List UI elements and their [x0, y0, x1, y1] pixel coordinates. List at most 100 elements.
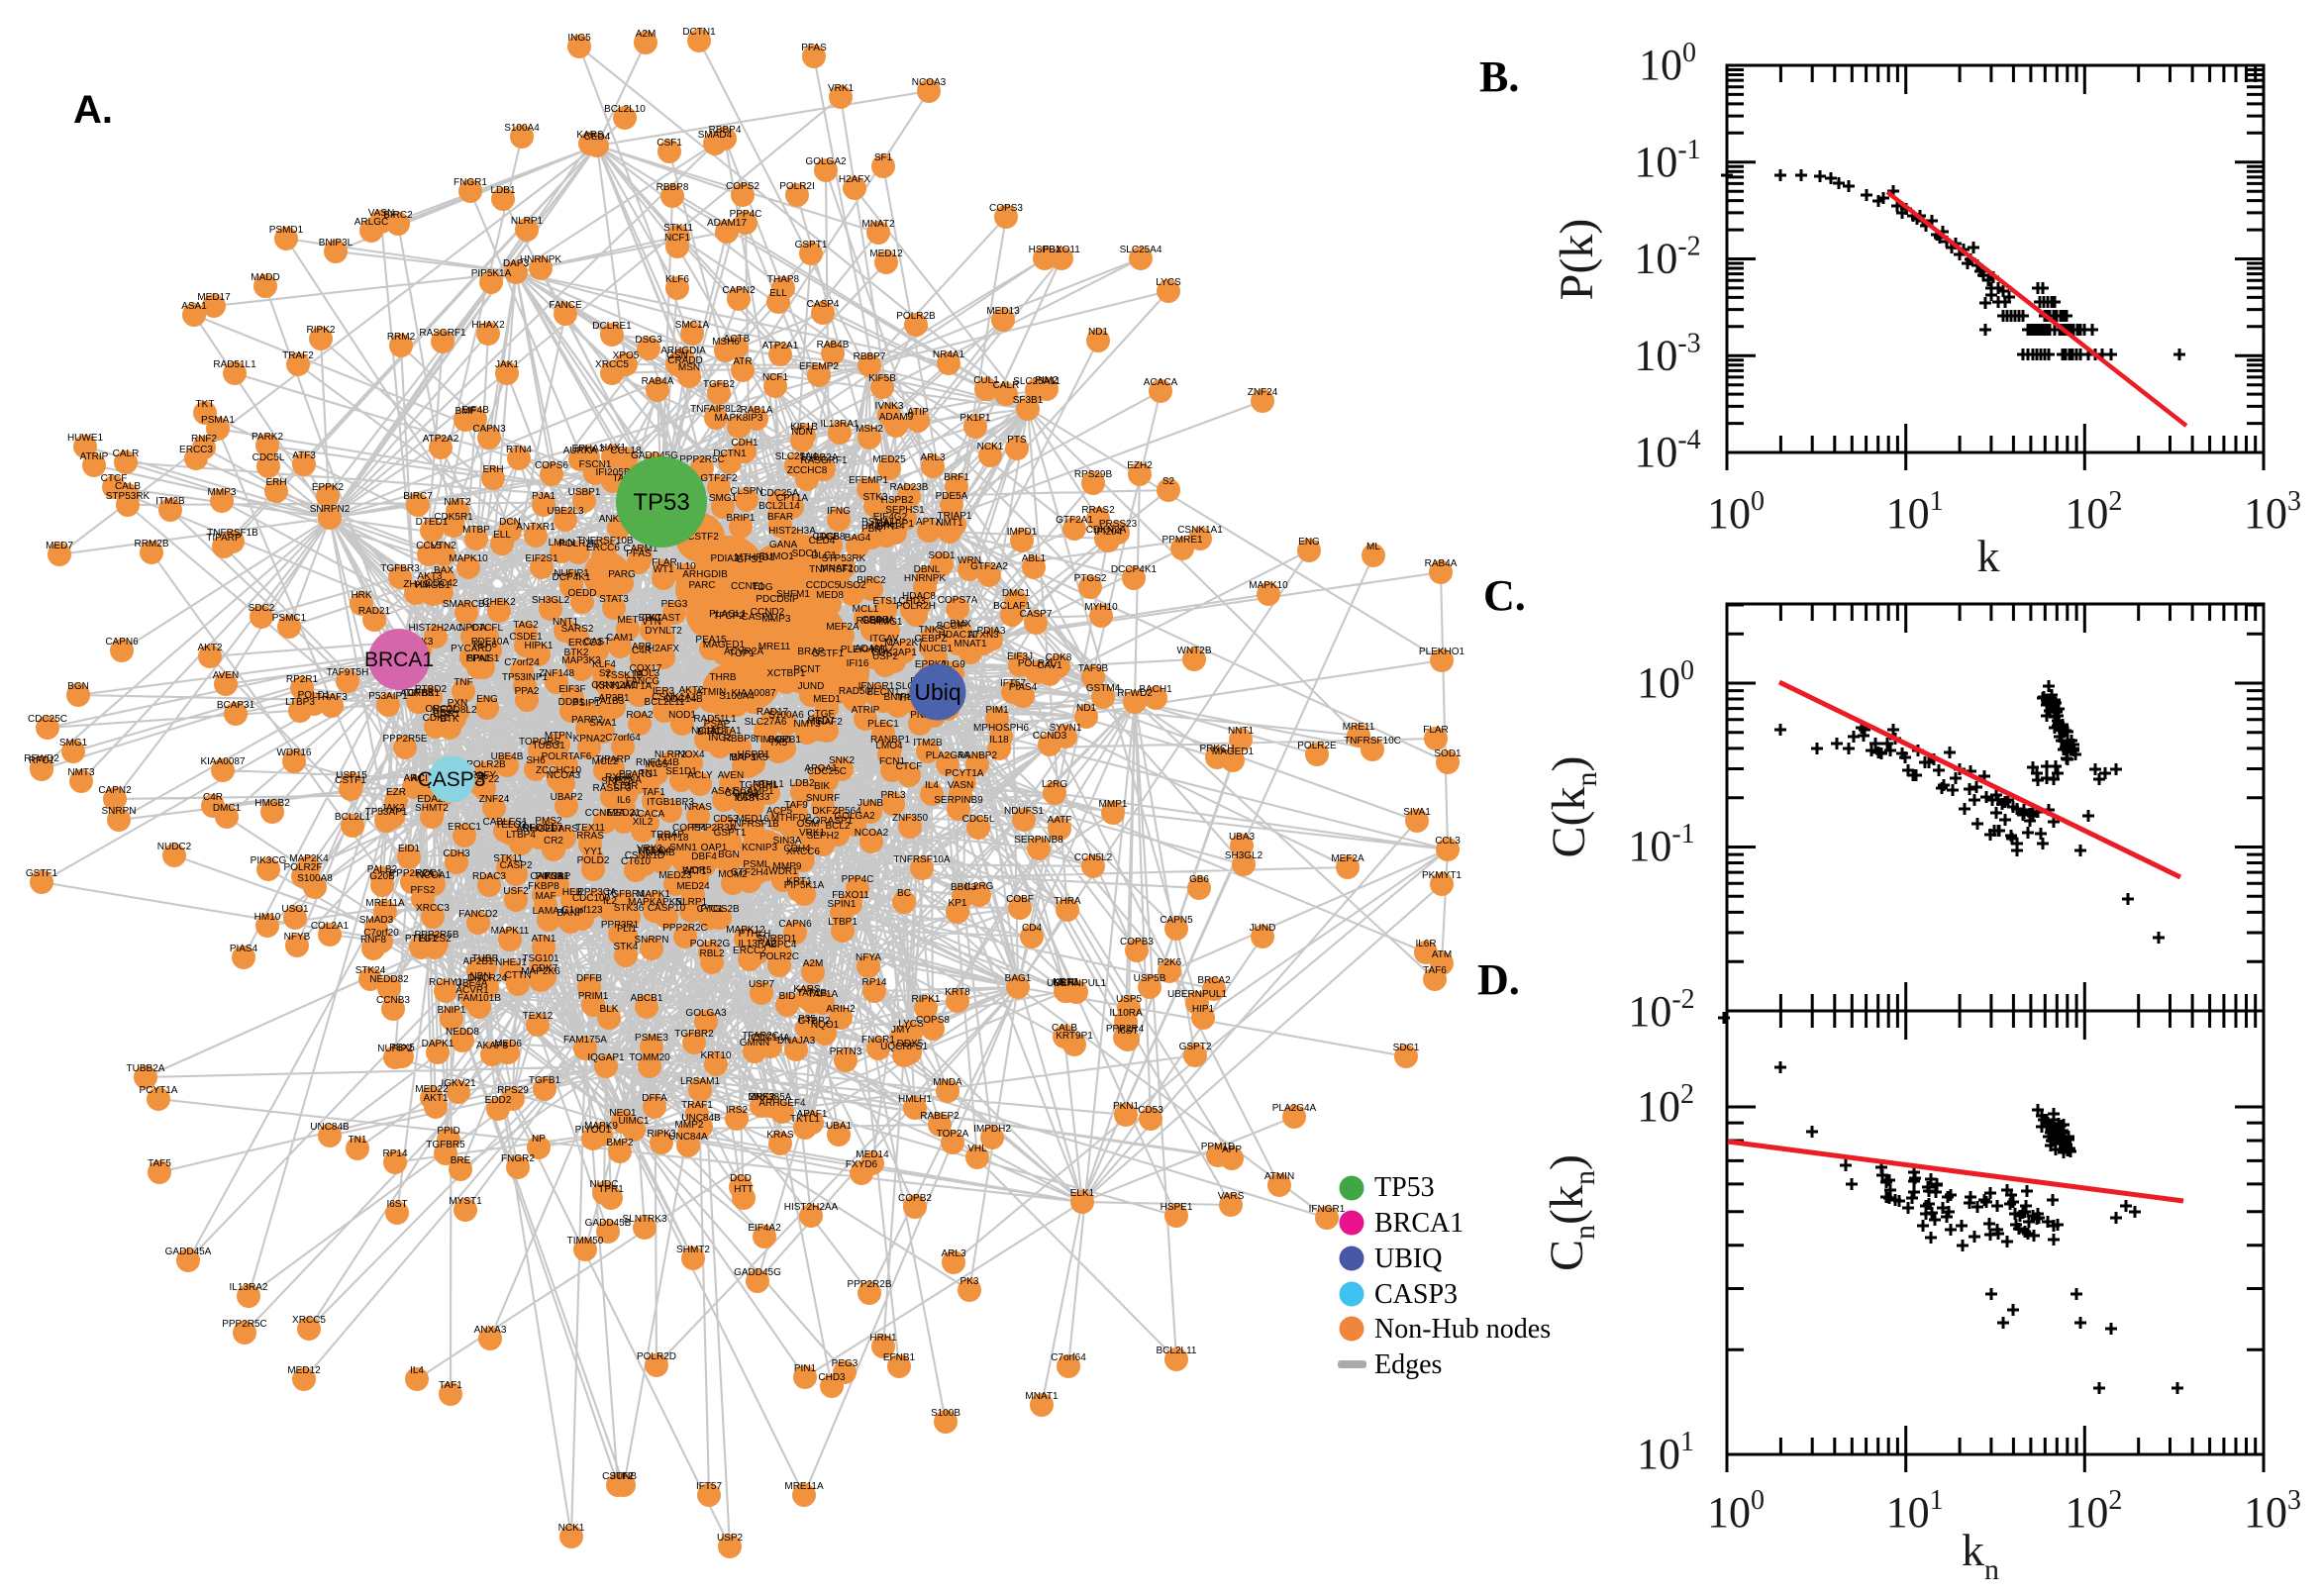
- svg-text:BID: BID: [779, 991, 796, 1002]
- svg-text:BC: BC: [897, 888, 911, 899]
- svg-text:RAD51L1: RAD51L1: [213, 359, 256, 370]
- svg-text:AVEN: AVEN: [213, 670, 240, 681]
- svg-text:ABPC4: ABPC4: [764, 940, 797, 950]
- svg-text:GOLGA3: GOLGA3: [685, 1008, 727, 1019]
- svg-text:OEDD: OEDD: [568, 588, 597, 599]
- svg-text:ATR: ATR: [733, 356, 752, 367]
- svg-text:CED4: CED4: [584, 132, 611, 143]
- svg-text:EFNB1: EFNB1: [883, 1352, 916, 1363]
- svg-text:WNT2B: WNT2B: [1177, 646, 1212, 656]
- svg-text:ADAM17: ADAM17: [855, 644, 894, 654]
- svg-text:SH3GL2: SH3GL2: [532, 595, 570, 606]
- svg-text:IQGAP1: IQGAP1: [587, 1052, 625, 1063]
- svg-text:CD4: CD4: [1022, 923, 1042, 934]
- svg-text:CASP3: CASP3: [418, 768, 486, 791]
- svg-text:HDAC8: HDAC8: [902, 591, 936, 602]
- svg-text:RNF2: RNF2: [191, 434, 218, 445]
- svg-text:PPM1D: PPM1D: [1201, 1142, 1235, 1152]
- svg-text:RDAC3: RDAC3: [472, 871, 506, 882]
- svg-text:EID1: EID1: [398, 844, 421, 854]
- svg-text:HMGB2: HMGB2: [254, 798, 290, 809]
- svg-text:MRE11A: MRE11A: [784, 1481, 824, 1492]
- svg-text:BIRC8: BIRC8: [697, 727, 727, 738]
- svg-text:FANCG: FANCG: [626, 676, 660, 687]
- svg-text:MADD: MADD: [251, 272, 279, 283]
- svg-text:MRE11A: MRE11A: [365, 898, 405, 909]
- svg-text:AKT1: AKT1: [423, 1093, 448, 1104]
- svg-text:MED7: MED7: [807, 716, 835, 727]
- svg-text:CASP7: CASP7: [1020, 609, 1053, 620]
- svg-text:RBBP8: RBBP8: [656, 182, 689, 193]
- svg-text:MAP2K7: MAP2K7: [884, 638, 924, 648]
- svg-text:DPT: DPT: [876, 522, 896, 533]
- svg-text:A.: A.: [73, 88, 113, 132]
- svg-text:APP: APP: [1222, 1145, 1242, 1155]
- svg-text:ARHGEF4: ARHGEF4: [758, 1098, 806, 1109]
- svg-text:DCD: DCD: [730, 1173, 752, 1184]
- svg-text:CDH4: CDH4: [783, 844, 811, 854]
- svg-text:ATF3: ATF3: [292, 450, 316, 461]
- svg-text:XCTBP1: XCTBP1: [767, 668, 806, 679]
- svg-text:ELL: ELL: [769, 288, 787, 299]
- svg-text:PLA2G4A: PLA2G4A: [1272, 1103, 1317, 1114]
- svg-text:H2AFY: H2AFY: [464, 770, 497, 781]
- svg-text:FNGR1: FNGR1: [861, 1035, 895, 1046]
- svg-text:FNGR1: FNGR1: [454, 177, 487, 188]
- svg-text:GB6: GB6: [1189, 874, 1209, 885]
- svg-text:BTK: BTK: [440, 714, 459, 725]
- svg-text:PARK2: PARK2: [252, 432, 283, 443]
- svg-text:CCL5: CCL5: [416, 541, 442, 551]
- svg-text:P2K6: P2K6: [1158, 957, 1182, 968]
- svg-text:MED8: MED8: [816, 590, 844, 601]
- svg-text:COPS2: COPS2: [726, 181, 759, 192]
- svg-text:PPID: PPID: [437, 1126, 459, 1137]
- svg-text:NMT3: NMT3: [793, 719, 821, 730]
- svg-text:KARS: KARS: [576, 130, 604, 141]
- svg-text:POLR2F: POLR2F: [284, 862, 323, 873]
- svg-text:PPP2R2A: PPP2R2A: [389, 868, 434, 879]
- svg-text:EIF4A2: EIF4A2: [748, 1223, 781, 1234]
- svg-text:PIP5K1A: PIP5K1A: [471, 268, 512, 279]
- svg-text:TGFBR1: TGFBR1: [739, 780, 778, 791]
- svg-text:CR2: CR2: [544, 836, 563, 847]
- svg-text:UNC84B: UNC84B: [681, 1113, 721, 1124]
- svg-text:ANTXR1: ANTXR1: [516, 522, 556, 533]
- svg-text:SMN1: SMN1: [669, 843, 697, 853]
- svg-text:MET: MET: [617, 615, 638, 626]
- svg-text:UNC84B: UNC84B: [310, 1122, 350, 1133]
- svg-text:TPR1: TPR1: [598, 1184, 624, 1195]
- svg-text:XPO5: XPO5: [613, 350, 640, 361]
- svg-text:SHFM1: SHFM1: [776, 589, 810, 600]
- svg-text:CDK8: CDK8: [1046, 652, 1072, 663]
- svg-text:PTGS2: PTGS2: [1074, 573, 1107, 584]
- svg-text:CCND3: CCND3: [1033, 731, 1067, 742]
- svg-text:UBAP2: UBAP2: [551, 792, 583, 803]
- svg-text:RFWD2: RFWD2: [1117, 688, 1153, 699]
- svg-text:PIM2: PIM2: [1035, 375, 1059, 386]
- svg-text:XRCC5: XRCC5: [595, 359, 629, 370]
- svg-text:TSSK1B: TSSK1B: [605, 670, 644, 681]
- svg-text:CSTF2: CSTF2: [602, 1471, 634, 1482]
- svg-text:H2AFX: H2AFX: [648, 644, 680, 654]
- svg-text:ACVR1: ACVR1: [455, 985, 489, 996]
- svg-text:BAP1: BAP1: [731, 752, 757, 763]
- svg-text:SHMT2: SHMT2: [415, 803, 449, 814]
- svg-text:MAPK12: MAPK12: [726, 925, 765, 936]
- svg-text:PFAS: PFAS: [801, 43, 827, 53]
- svg-text:TCAP: TCAP: [545, 871, 571, 882]
- svg-text:NCOA2: NCOA2: [855, 828, 889, 839]
- svg-text:BACH1: BACH1: [1139, 684, 1172, 695]
- svg-text:PARP2: PARP2: [571, 715, 603, 726]
- svg-text:ELL: ELL: [493, 530, 511, 541]
- svg-text:SE1D1: SE1D1: [665, 766, 697, 777]
- svg-text:PPP3CA: PPP3CA: [577, 887, 617, 898]
- svg-text:ZNF148: ZNF148: [539, 668, 575, 679]
- svg-text:CABLES1: CABLES1: [482, 817, 527, 828]
- svg-text:COPS4: COPS4: [672, 823, 706, 834]
- svg-text:ARL3: ARL3: [920, 452, 945, 463]
- svg-text:PIM1: PIM1: [985, 705, 1009, 716]
- svg-text:RAD23B: RAD23B: [890, 482, 929, 493]
- svg-text:PKN1: PKN1: [1113, 1101, 1140, 1112]
- svg-text:TUBG1: TUBG1: [532, 741, 565, 751]
- svg-text:ALG9: ALG9: [940, 659, 965, 670]
